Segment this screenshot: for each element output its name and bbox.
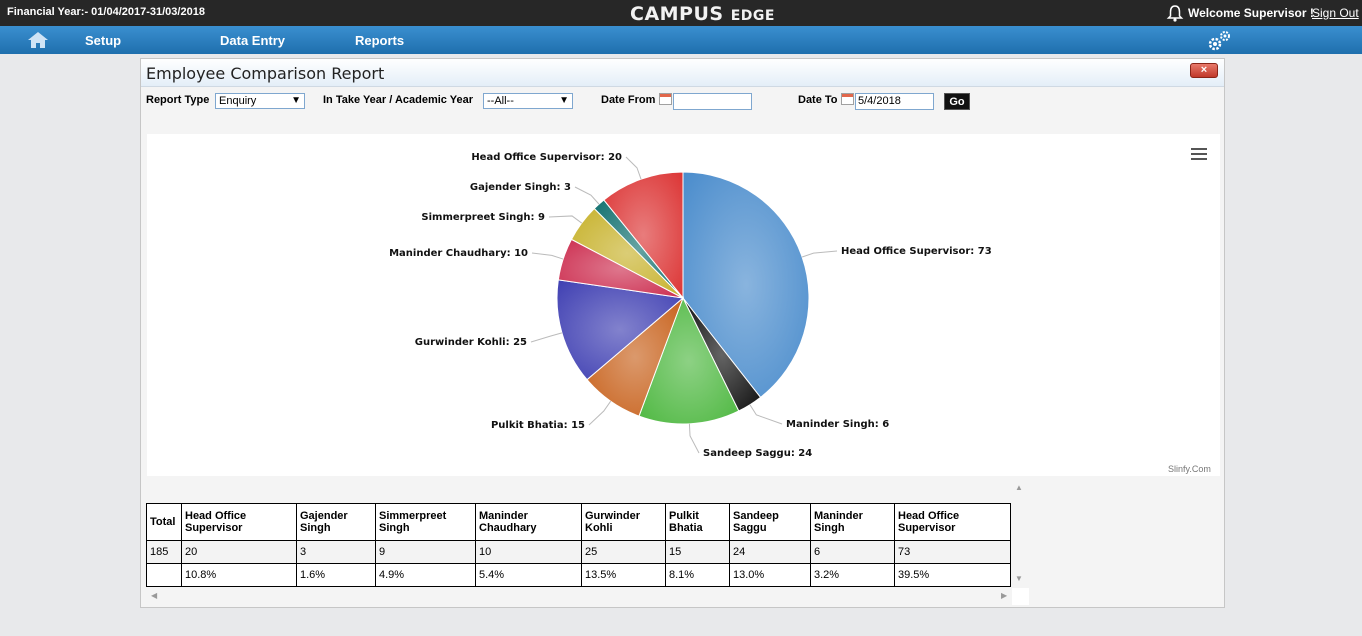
table-cell-percent: 13.5% <box>581 563 666 587</box>
date-from-input[interactable] <box>673 93 752 110</box>
table-cell-count: 9 <box>375 540 476 564</box>
table-cell-percent: 39.5% <box>894 563 1011 587</box>
table-cell-count: 25 <box>581 540 666 564</box>
pie-connector-line <box>530 332 563 343</box>
table-header-cell: Gurwinder Kohli <box>581 503 666 541</box>
pie-data-label: Gurwinder Kohli: 25 <box>415 337 527 348</box>
scroll-down-icon[interactable]: ▼ <box>1015 574 1023 583</box>
table-header-cell: Gajender Singh <box>296 503 376 541</box>
chevron-down-icon: ▼ <box>291 95 301 106</box>
data-table: Total Head Office Supervisor Gajender Sin… <box>146 503 1011 587</box>
pie-connector-line <box>574 186 600 205</box>
table-header-total: Total <box>146 503 182 541</box>
report-type-value: Enquiry <box>219 95 257 107</box>
pie-connector-line <box>688 423 700 454</box>
pie-data-label: Head Office Supervisor: 20 <box>471 152 622 163</box>
top-bar: Financial Year:- 01/04/2017-31/03/2018 C… <box>0 0 1362 26</box>
pie-chart: Head Office Supervisor: 73 Maninder Singh… <box>389 152 992 459</box>
pie-slice[interactable] <box>682 171 810 399</box>
table-header-cell: Simmerpreet Singh <box>375 503 476 541</box>
sign-out-link[interactable]: Sign Out <box>1312 6 1359 20</box>
table-cell-total: 185 <box>146 540 182 564</box>
pie-connector-line <box>588 400 612 426</box>
data-table-wrap: Total Head Office Supervisor Gajender Sin… <box>146 503 1012 588</box>
pie-data-label: Maninder Chaudhary: 10 <box>389 248 528 259</box>
table-cell-total <box>146 563 182 587</box>
pie-data-label: Pulkit Bhatia: 15 <box>491 420 585 431</box>
table-cell-count: 20 <box>181 540 297 564</box>
date-from-label: Date From <box>601 94 656 106</box>
nav-bar: Setup Data Entry Reports <box>0 26 1362 54</box>
table-row: 185 20 3 9 10 25 15 24 6 73 <box>146 540 1011 564</box>
chart-area: Head Office Supervisor: 73 Maninder Singh… <box>147 134 1220 476</box>
intake-year-label: In Take Year / Academic Year <box>323 94 474 106</box>
table-header-cell: Head Office Supervisor <box>181 503 297 541</box>
table-cell-percent: 13.0% <box>729 563 811 587</box>
table-row: 10.8% 1.6% 4.9% 5.4% 13.5% 8.1% 13.0% 3.2% 39.5% <box>146 563 1011 587</box>
nav-setup[interactable]: Setup <box>85 33 122 48</box>
chart-credit[interactable]: Slinfy.Com <box>1168 464 1211 474</box>
table-header-cell: Maninder Chaudhary <box>475 503 582 541</box>
horizontal-scrollbar[interactable]: ◀ ▶ <box>146 588 1012 605</box>
pie-connector-line <box>548 215 582 224</box>
table-cell-percent: 1.6% <box>296 563 376 587</box>
table-cell-percent: 3.2% <box>810 563 895 587</box>
table-cell-percent: 4.9% <box>375 563 476 587</box>
brand-main: CAMPUS <box>630 3 724 25</box>
date-to-input[interactable]: 5/4/2018 <box>855 93 934 110</box>
pie-connector-line <box>531 252 564 260</box>
pie-connector-line <box>625 156 642 180</box>
table-cell-count: 3 <box>296 540 376 564</box>
table-header-row: Total Head Office Supervisor Gajender Sin… <box>146 503 1011 541</box>
calendar-icon[interactable] <box>841 93 854 105</box>
table-cell-percent: 10.8% <box>181 563 297 587</box>
home-icon[interactable] <box>27 31 49 49</box>
intake-year-select[interactable]: --All-- ▼ <box>483 93 573 109</box>
go-button[interactable]: Go <box>944 93 970 110</box>
vertical-scrollbar[interactable]: ▲ ▼ <box>1011 479 1028 589</box>
scroll-right-icon[interactable]: ▶ <box>1001 591 1008 600</box>
panel-header: Employee Comparison Report × <box>141 59 1224 87</box>
table-cell-count: 24 <box>729 540 811 564</box>
table-cell-count: 15 <box>665 540 730 564</box>
pie-data-label: Gajender Singh: 3 <box>470 182 571 193</box>
close-button[interactable]: × <box>1190 63 1218 78</box>
table-header-cell: Pulkit Bhatia <box>665 503 730 541</box>
pie-connector-line <box>749 404 783 425</box>
settings-gear-icon[interactable] <box>1206 29 1232 53</box>
calendar-icon[interactable] <box>659 93 672 105</box>
scroll-left-icon[interactable]: ◀ <box>151 591 158 600</box>
pie-data-label: Simmerpreet Singh: 9 <box>421 212 545 223</box>
table-cell-percent: 5.4% <box>475 563 582 587</box>
pie-data-label: Sandeep Saggu: 24 <box>703 448 812 459</box>
financial-year: Financial Year:- 01/04/2017-31/03/2018 <box>7 6 205 18</box>
table-cell-count: 6 <box>810 540 895 564</box>
brand-logo: CAMPUS EDGE <box>630 3 775 25</box>
table-cell-percent: 8.1% <box>665 563 730 587</box>
pie-connector-line <box>801 250 838 258</box>
table-cell-count: 73 <box>894 540 1011 564</box>
scroll-corner <box>1012 588 1029 605</box>
table-header-cell: Head Office Supervisor <box>894 503 1011 541</box>
pie-data-label: Maninder Singh: 6 <box>786 419 889 430</box>
welcome-text: Welcome Supervisor ! <box>1188 6 1314 20</box>
report-type-label: Report Type <box>146 94 210 106</box>
nav-data-entry[interactable]: Data Entry <box>220 33 286 48</box>
report-type-select[interactable]: Enquiry ▼ <box>215 93 305 109</box>
table-cell-count: 10 <box>475 540 582 564</box>
intake-year-value: --All-- <box>487 95 514 107</box>
page-title: Employee Comparison Report <box>146 64 385 83</box>
table-header-cell: Sandeep Saggu <box>729 503 811 541</box>
table-header-cell: Maninder Singh <box>810 503 895 541</box>
nav-reports[interactable]: Reports <box>355 33 405 48</box>
brand-second: EDGE <box>730 8 775 24</box>
chart-menu-icon[interactable] <box>1191 148 1207 162</box>
report-panel: Employee Comparison Report × Report Type… <box>140 58 1225 608</box>
chevron-down-icon: ▼ <box>559 95 569 106</box>
scroll-up-icon[interactable]: ▲ <box>1015 483 1023 492</box>
pie-slice[interactable] <box>638 296 740 425</box>
date-to-label: Date To <box>798 94 838 106</box>
bell-icon[interactable] <box>1166 4 1184 22</box>
pie-data-label: Head Office Supervisor: 73 <box>841 246 992 257</box>
